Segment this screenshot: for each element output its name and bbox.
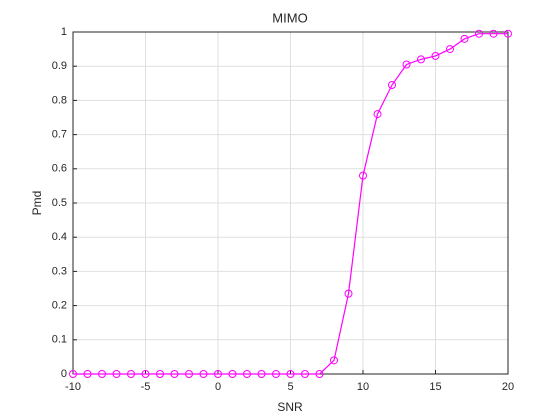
marker <box>112 370 121 378</box>
marker <box>214 370 222 378</box>
y-tick-label: 1 <box>61 26 67 38</box>
x-tick-label: 20 <box>502 381 514 393</box>
marker <box>199 370 208 378</box>
x-tick-label: -5 <box>141 381 151 393</box>
marker <box>402 60 411 69</box>
y-axis-label: Pmd <box>30 191 44 216</box>
marker <box>228 370 237 378</box>
marker <box>475 29 483 38</box>
y-tick-label: 0.6 <box>52 163 67 175</box>
chart-title: MIMO <box>272 10 307 25</box>
marker <box>315 370 324 378</box>
x-tick-label: 0 <box>215 381 221 393</box>
y-tick-label: 0.7 <box>52 129 67 141</box>
marker <box>330 356 338 365</box>
marker <box>141 370 150 378</box>
y-tick-label: 0.8 <box>52 94 67 106</box>
x-tick-label: 5 <box>287 381 293 393</box>
y-tick-label: 0.1 <box>52 334 67 346</box>
marker <box>156 370 164 378</box>
marker <box>489 29 498 38</box>
marker <box>417 55 425 64</box>
marker <box>170 370 179 378</box>
marker <box>301 370 309 378</box>
x-tick-label: 10 <box>357 381 369 393</box>
marker <box>504 29 512 38</box>
marker <box>460 34 469 43</box>
y-tick-label: 0.5 <box>52 197 67 209</box>
y-tick-label: 0.4 <box>52 231 67 243</box>
marker <box>344 289 353 298</box>
marker <box>359 171 367 180</box>
marker <box>83 370 92 378</box>
marker <box>286 370 295 378</box>
marker <box>446 45 454 54</box>
marker <box>272 370 280 378</box>
x-tick-label: 15 <box>429 381 441 393</box>
series-line <box>73 33 508 375</box>
y-tick-label: 0 <box>61 368 67 380</box>
y-tick-label: 0.2 <box>52 300 67 312</box>
y-tick-label: 0.3 <box>52 265 67 277</box>
marker <box>257 370 266 378</box>
marker <box>373 110 382 119</box>
marker <box>185 370 193 378</box>
x-axis-label: SNR <box>277 400 303 414</box>
x-tick-label: -10 <box>65 381 81 393</box>
marker <box>243 370 251 378</box>
marker <box>431 51 440 60</box>
y-tick-label: 0.9 <box>52 60 67 72</box>
marker <box>98 370 106 378</box>
marker <box>388 81 396 90</box>
marker <box>127 370 135 378</box>
marker <box>69 370 77 378</box>
